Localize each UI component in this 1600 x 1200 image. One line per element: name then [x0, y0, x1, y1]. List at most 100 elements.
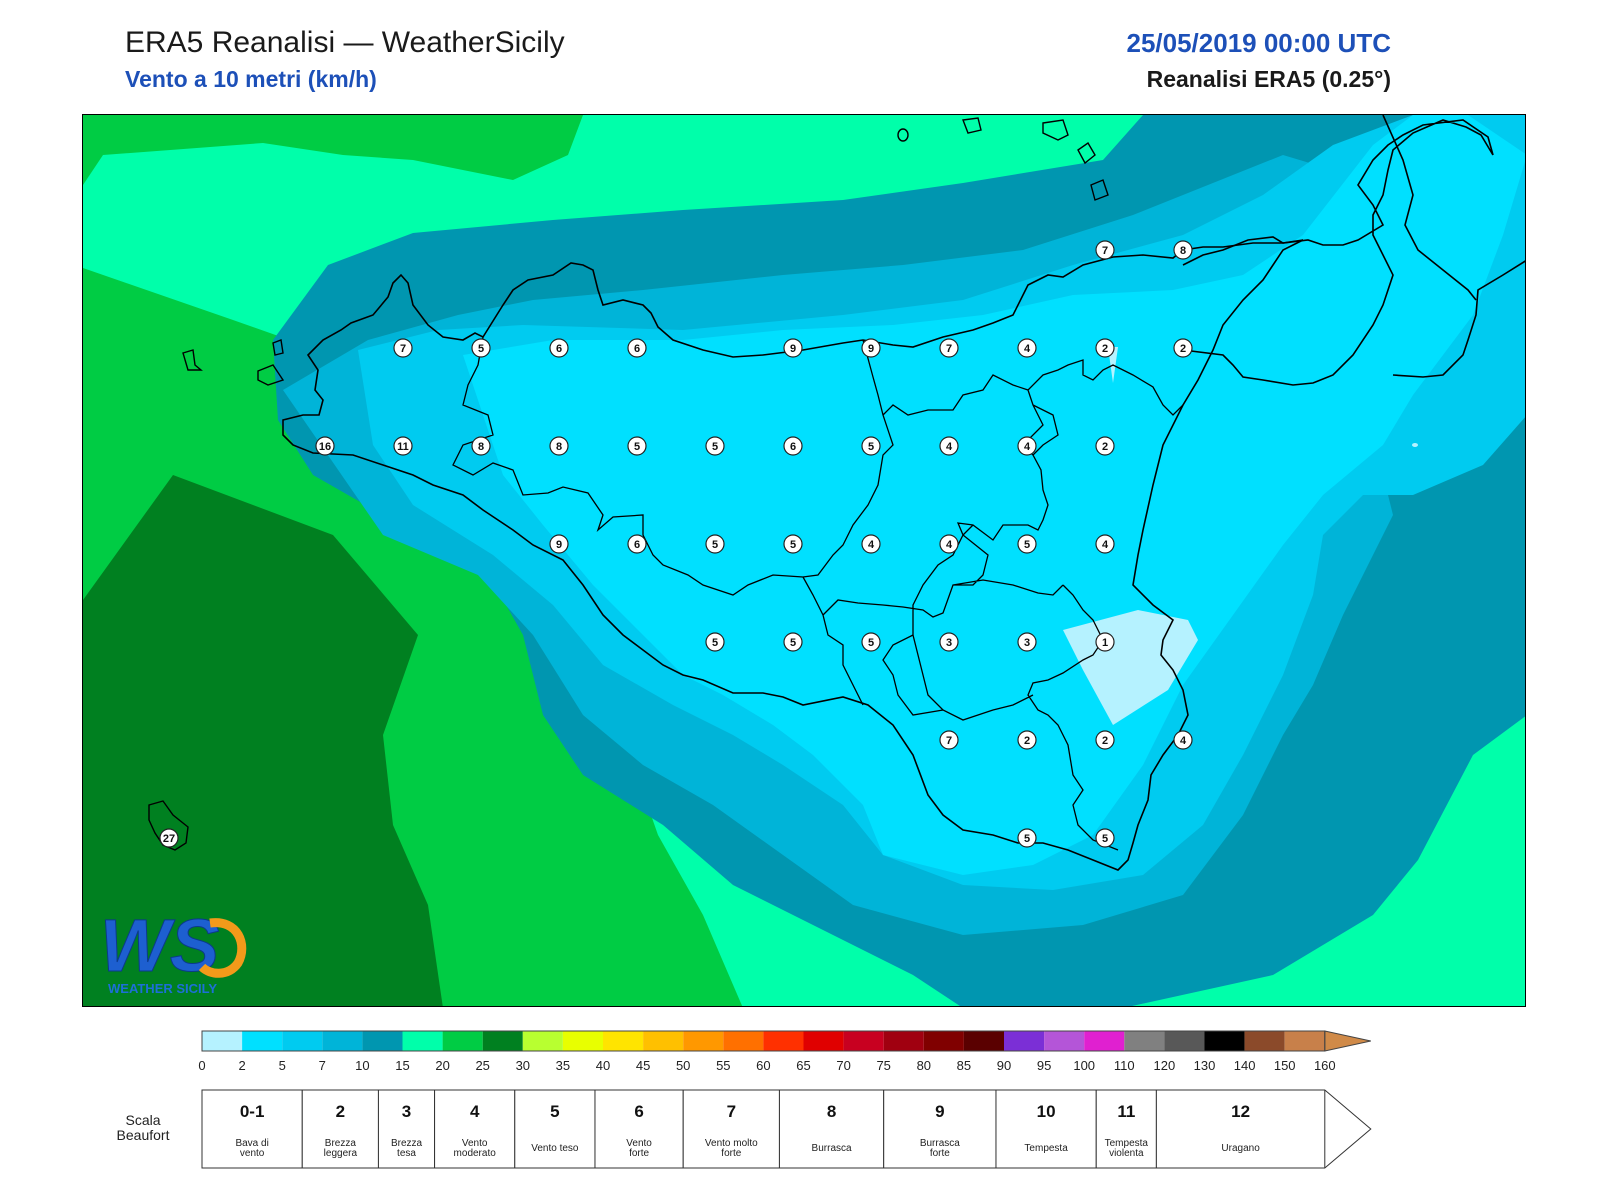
station-circle — [1095, 730, 1115, 750]
station-value: 6 — [556, 343, 562, 355]
station-value: 3 — [946, 637, 952, 649]
wind-station-marker: 2 — [1095, 338, 1115, 358]
colorbar-segment — [362, 1031, 403, 1051]
station-circle — [783, 338, 803, 358]
wind-station-marker: 2 — [1173, 338, 1193, 358]
station-circle — [1173, 730, 1193, 750]
station-circle — [1017, 534, 1037, 554]
beaufort-cell: 10 Tempesta — [995, 1089, 1097, 1169]
beaufort-cell-box — [995, 1089, 1097, 1169]
colorbar-segment — [1284, 1031, 1325, 1051]
station-value: 27 — [163, 833, 175, 845]
colorbar-tick-label: 110 — [1114, 1058, 1135, 1073]
station-circle — [1095, 632, 1115, 652]
colorbar-tick-label: 15 — [395, 1058, 409, 1073]
beaufort-description: Brezza — [391, 1138, 423, 1149]
colorbar-segment — [1164, 1031, 1205, 1051]
station-value: 9 — [556, 539, 562, 551]
wind-station-marker: 5 — [1017, 828, 1037, 848]
map-title: ERA5 Reanalisi — WeatherSicily — [125, 26, 565, 59]
colorbar-tick-label: 140 — [1234, 1058, 1256, 1073]
colorbar-segment — [1124, 1031, 1165, 1051]
station-circle — [705, 632, 725, 652]
wind-station-marker: 5 — [1095, 828, 1115, 848]
station-value: 4 — [1102, 539, 1109, 551]
wind-station-marker: 7 — [393, 338, 413, 358]
colorbar-segment — [282, 1031, 323, 1051]
wind-station-marker: 2 — [1095, 730, 1115, 750]
colorbar-tick-label: 45 — [636, 1058, 650, 1073]
calabria-coastline-north — [1382, 115, 1477, 301]
wind-station-marker: 5 — [705, 436, 725, 456]
station-circle — [549, 534, 569, 554]
station-value: 9 — [790, 343, 796, 355]
beaufort-cell-box — [514, 1089, 596, 1169]
beaufort-number: 12 — [1231, 1102, 1250, 1121]
station-value: 5 — [868, 637, 874, 649]
wind-station-marker: 7 — [939, 730, 959, 750]
beaufort-description: Vento — [626, 1138, 652, 1149]
colorbar-tick-label: 60 — [756, 1058, 770, 1073]
beaufort-cell-box — [434, 1089, 516, 1169]
colorbar-segment — [843, 1031, 884, 1051]
colorbar-tick-label: 7 — [319, 1058, 326, 1073]
station-value: 6 — [790, 441, 796, 453]
colorbar-tick-label: 90 — [997, 1058, 1011, 1073]
station-value: 8 — [478, 441, 484, 453]
station-value: 7 — [946, 735, 952, 747]
egadi-island — [272, 339, 284, 356]
logo-tagline: WEATHER SICILY — [108, 981, 217, 996]
wind-station-marker: 4 — [939, 534, 959, 554]
station-circle — [1095, 828, 1115, 848]
beaufort-cell: 5 Vento teso — [514, 1089, 596, 1169]
station-circle — [159, 828, 179, 848]
wind-station-marker: 5 — [471, 338, 491, 358]
beaufort-number: 2 — [336, 1102, 345, 1121]
station-circle — [861, 632, 881, 652]
aeolian-island — [1077, 141, 1096, 165]
station-value: 5 — [712, 441, 718, 453]
beaufort-cell-box — [1155, 1089, 1372, 1169]
wind-station-marker: 8 — [1173, 240, 1193, 260]
wind-station-marker: 8 — [471, 436, 491, 456]
wind-station-marker: 5 — [861, 436, 881, 456]
colorbar-segment — [883, 1031, 924, 1051]
beaufort-description: forte — [721, 1148, 741, 1159]
beaufort-number: 4 — [470, 1102, 480, 1121]
wind-band-2-5 — [463, 115, 1525, 875]
station-circle — [1095, 338, 1115, 358]
station-value: 2 — [1102, 441, 1108, 453]
colorbar-segment — [1004, 1031, 1045, 1051]
station-value: 4 — [1180, 735, 1187, 747]
colorbar-tick-label: 40 — [596, 1058, 610, 1073]
station-circle — [861, 436, 881, 456]
colorbar-border — [201, 1030, 1326, 1052]
station-circle — [627, 436, 647, 456]
wind-station-marker: 4 — [861, 534, 881, 554]
station-value: 11 — [397, 441, 409, 453]
colorbar-tick-label: 70 — [836, 1058, 850, 1073]
colorbar-tick-label: 130 — [1194, 1058, 1216, 1073]
colorbar-segment — [1204, 1031, 1245, 1051]
beaufort-number: 8 — [827, 1102, 836, 1121]
wind-station-marker: 5 — [1017, 534, 1037, 554]
station-value: 8 — [1180, 245, 1186, 257]
station-circle — [393, 436, 413, 456]
station-value: 3 — [1024, 637, 1030, 649]
colorbar-tick-label: 5 — [279, 1058, 286, 1073]
station-value: 4 — [946, 441, 953, 453]
station-value: 5 — [712, 637, 718, 649]
colorbar-tick-label: 2 — [238, 1058, 245, 1073]
station-circle — [1017, 338, 1037, 358]
beaufort-description: leggera — [324, 1148, 358, 1159]
station-circle — [1017, 436, 1037, 456]
station-circle — [471, 436, 491, 456]
beaufort-number: 7 — [727, 1102, 736, 1121]
colorbar-ticks: 0 2 5 7 10 15 20 25 30 35 40 45 50 55 60 65 70 75 80 85 90 95… — [198, 1058, 1335, 1073]
aeolian-island — [1042, 119, 1069, 141]
station-value: 5 — [868, 441, 874, 453]
